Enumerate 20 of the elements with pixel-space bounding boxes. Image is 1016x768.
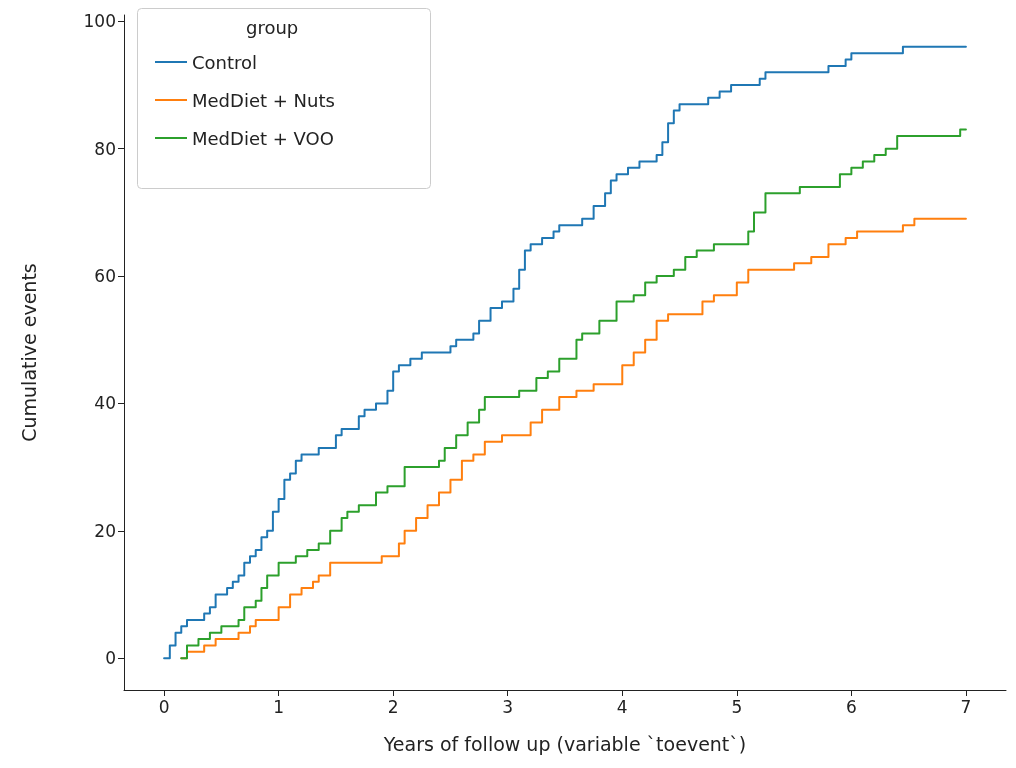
legend-label: Control: [192, 51, 258, 73]
legend-label: MedDiet + VOO: [192, 127, 334, 149]
legend-label: MedDiet + Nuts: [192, 89, 335, 111]
y-tick-label: 0: [105, 648, 116, 669]
y-tick-label: 40: [94, 393, 116, 414]
legend-title: group: [246, 16, 299, 38]
y-tick-label: 80: [94, 138, 116, 159]
x-tick-label: 0: [158, 696, 170, 717]
x-tick-label: 3: [502, 696, 514, 717]
x-tick-label: 4: [616, 696, 628, 717]
x-tick-label: 6: [845, 696, 857, 717]
x-tick-label: 1: [273, 696, 285, 717]
x-axis-title: Years of follow up (variable `toevent`): [382, 732, 747, 755]
x-tick-label: 2: [387, 696, 399, 717]
y-tick-label: 100: [83, 11, 116, 32]
x-tick-label: 5: [731, 696, 743, 717]
y-tick-label: 60: [94, 266, 116, 287]
y-axis-title: Cumulative events: [17, 263, 40, 442]
x-tick-label: 7: [960, 696, 972, 717]
y-tick-label: 20: [94, 520, 116, 541]
